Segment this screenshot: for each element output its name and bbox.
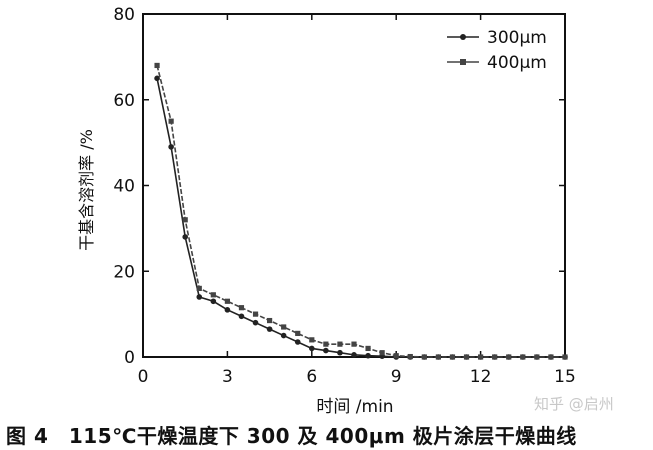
data-point-series-2 xyxy=(295,330,301,337)
data-point-series-2 xyxy=(562,354,568,360)
data-point-series-2 xyxy=(520,354,526,360)
x-tick-label: 3 xyxy=(222,367,233,387)
data-point-series-2 xyxy=(365,345,371,352)
data-point-series-1 xyxy=(182,234,188,240)
data-point-series-2 xyxy=(182,217,188,223)
data-point-series-1 xyxy=(154,75,160,82)
series-line-2 xyxy=(156,65,565,358)
data-point-series-2 xyxy=(309,337,315,343)
data-point-series-2 xyxy=(337,341,343,347)
data-point-series-1 xyxy=(309,345,315,352)
data-point-series-2 xyxy=(379,350,385,356)
figure-caption: 图 4 115℃干燥温度下 300 及 400μm 极片涂层干燥曲线 xyxy=(6,424,577,448)
data-point-series-1 xyxy=(238,313,245,320)
x-tick-label: 0 xyxy=(138,367,149,387)
data-point-series-2 xyxy=(238,305,245,311)
data-point-series-1 xyxy=(323,347,329,354)
data-point-series-2 xyxy=(281,324,287,330)
data-point-series-1 xyxy=(280,332,287,339)
legend-marker-2 xyxy=(460,59,466,65)
data-point-series-1 xyxy=(351,352,357,358)
watermark: 知乎 @启州 xyxy=(534,395,614,413)
data-point-series-2 xyxy=(168,118,174,124)
data-point-series-2 xyxy=(210,292,216,298)
data-point-series-2 xyxy=(351,341,357,347)
y-tick-label: 40 xyxy=(113,177,135,197)
data-point-series-2 xyxy=(506,354,512,360)
data-point-series-2 xyxy=(463,354,470,360)
data-point-series-1 xyxy=(224,307,231,313)
data-point-series-2 xyxy=(196,285,202,291)
data-point-series-2 xyxy=(252,311,259,317)
x-tick-label: 6 xyxy=(306,367,317,387)
x-tick-label: 12 xyxy=(470,367,492,387)
y-axis-label: 干基含溶剂率 /% xyxy=(77,129,96,251)
x-tick-label: 9 xyxy=(391,367,402,387)
legend-label-1: 300μm xyxy=(487,28,547,48)
data-point-series-2 xyxy=(393,353,399,359)
data-point-series-1 xyxy=(252,319,259,326)
y-tick-label: 80 xyxy=(113,5,135,25)
data-point-series-2 xyxy=(548,354,554,360)
data-point-series-1 xyxy=(294,339,301,345)
data-point-series-1 xyxy=(168,144,174,150)
data-point-series-2 xyxy=(492,354,498,360)
data-point-series-1 xyxy=(196,294,203,300)
data-point-series-2 xyxy=(323,341,329,347)
data-point-series-2 xyxy=(435,354,441,360)
data-point-series-2 xyxy=(534,354,540,360)
data-point-series-1 xyxy=(210,298,217,305)
y-tick-label: 0 xyxy=(124,348,135,368)
x-tick-label: 15 xyxy=(554,367,576,387)
series-line-1 xyxy=(156,78,565,358)
y-tick-label: 20 xyxy=(113,262,135,282)
data-point-series-2 xyxy=(421,354,427,360)
legend-label-2: 400μm xyxy=(487,53,547,73)
data-point-series-2 xyxy=(267,317,273,324)
data-point-series-2 xyxy=(407,353,413,360)
data-point-series-1 xyxy=(266,326,273,332)
data-point-series-2 xyxy=(154,62,160,69)
data-point-series-1 xyxy=(365,352,371,359)
data-point-series-1 xyxy=(337,349,343,356)
legend-marker-1 xyxy=(460,34,466,40)
data-point-series-2 xyxy=(449,354,456,360)
data-point-series-2 xyxy=(224,298,230,304)
y-tick-label: 60 xyxy=(113,91,135,111)
x-axis-label: 时间 /min xyxy=(316,397,393,417)
data-point-series-2 xyxy=(478,354,484,360)
